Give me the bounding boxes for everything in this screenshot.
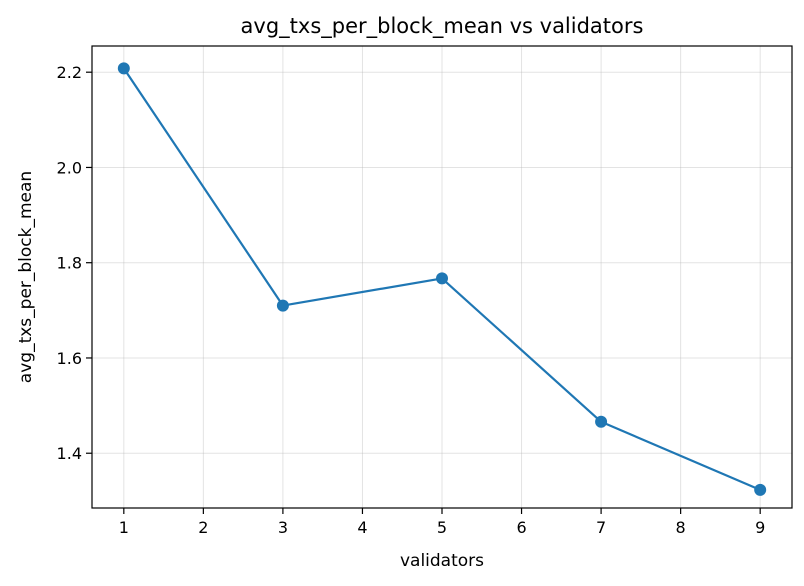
data-point	[595, 415, 608, 428]
x-tick-label: 6	[516, 518, 526, 537]
x-tick-label: 1	[119, 518, 129, 537]
y-tick-label: 1.8	[57, 254, 82, 273]
data-point	[436, 272, 448, 285]
axis-ticks: 1 2 3 4 5 6 7 8 9 1.4 1.6 1.8 2.0 2.2	[57, 63, 766, 537]
x-tick-label: 2	[198, 518, 208, 537]
x-axis-label: validators	[400, 551, 484, 571]
x-tick-label: 4	[357, 518, 367, 537]
y-tick-label: 1.6	[57, 349, 82, 368]
data-point	[117, 62, 130, 75]
data-point	[276, 299, 289, 312]
x-tick-label: 9	[755, 518, 765, 537]
data-point	[754, 483, 767, 496]
data-series	[117, 62, 767, 496]
x-tick-label: 8	[676, 518, 686, 537]
x-tick-label: 5	[437, 518, 447, 537]
x-tick-label: 3	[278, 518, 288, 537]
x-tick-label: 7	[596, 518, 606, 537]
y-tick-label: 1.4	[57, 444, 82, 463]
y-axis-label: avg_txs_per_block_mean	[16, 171, 36, 383]
y-tick-label: 2.0	[57, 158, 82, 177]
chart-title: avg_txs_per_block_mean vs validators	[241, 14, 644, 39]
y-tick-label: 2.2	[57, 63, 82, 82]
